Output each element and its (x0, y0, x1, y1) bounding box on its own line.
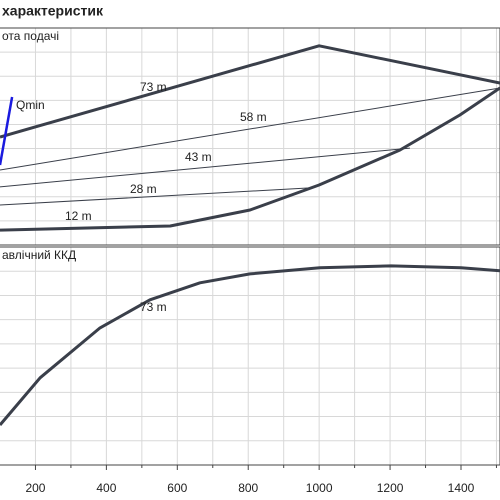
y-axis-label: авлічний ККД (2, 248, 76, 262)
series-label: 58 m (240, 110, 267, 124)
x-tick-label: 1400 (448, 481, 475, 495)
x-tick-label: 1000 (306, 481, 333, 495)
series-line (0, 147, 410, 188)
series-line (0, 87, 500, 171)
x-tick-label: 1200 (377, 481, 404, 495)
series-label: 73 m (140, 300, 167, 314)
series-label: Qmin (16, 98, 45, 112)
series-line (0, 44, 500, 139)
plot-frame (0, 246, 500, 466)
series-line (0, 96, 14, 166)
x-tick-label: 600 (167, 481, 187, 495)
plot-frame (0, 27, 500, 246)
series-label: 43 m (185, 150, 212, 164)
series-line (0, 187, 310, 206)
series-line (0, 264, 500, 426)
chart-title: характеристик (2, 3, 104, 19)
series-label: 73 m (140, 80, 167, 94)
x-tick-label: 400 (96, 481, 116, 495)
x-tick-label: 800 (238, 481, 258, 495)
y-axis-label: ота подачі (2, 29, 59, 43)
series-label: 12 m (65, 209, 92, 223)
series-line (0, 86, 500, 232)
series-label: 28 m (130, 182, 157, 196)
x-tick-label: 200 (25, 481, 45, 495)
